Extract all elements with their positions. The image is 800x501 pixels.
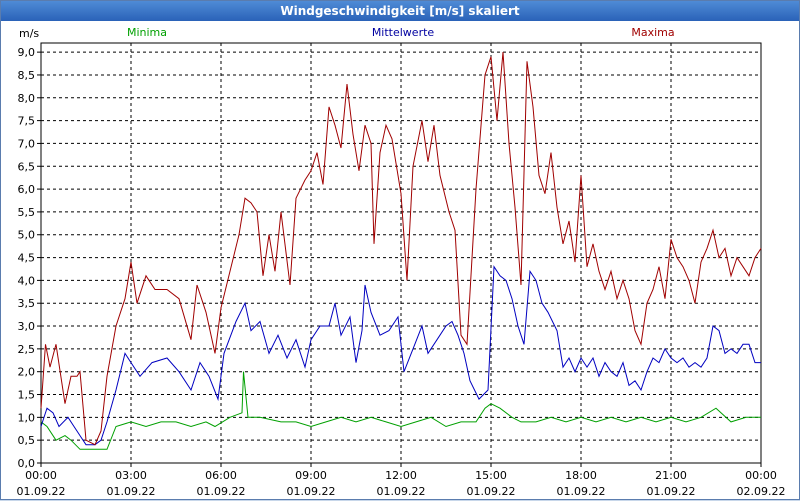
y-tick-label: 8,5	[18, 69, 36, 82]
x-tick-time: 00:00	[25, 469, 57, 482]
y-tick-label: 4,0	[18, 274, 36, 287]
series-minima-line	[40, 371, 761, 450]
y-tick-label: 9,0	[18, 46, 36, 59]
x-tick-date: 01.09.22	[17, 485, 66, 498]
y-tick-label: 5,5	[18, 206, 36, 219]
x-tick-date: 01.09.22	[647, 485, 696, 498]
legend-minima: Minima	[127, 26, 167, 39]
legend-mittelwerte: Mittelwerte	[372, 26, 435, 39]
x-tick-time: 00:00	[745, 469, 777, 482]
y-tick-label: 6,0	[18, 183, 36, 196]
y-tick-label: 3,5	[18, 297, 36, 310]
y-tick-label: 2,0	[18, 366, 36, 379]
x-tick-date: 01.09.22	[557, 485, 606, 498]
x-tick-date: 01.09.22	[377, 485, 426, 498]
y-tick-label: 3,0	[18, 320, 36, 333]
x-tick-date: 02.09.22	[737, 485, 786, 498]
x-tick-date: 01.09.22	[467, 485, 516, 498]
x-tick-time: 09:00	[295, 469, 327, 482]
series-mittelwerte-line	[40, 265, 761, 446]
y-tick-label: 1,0	[18, 411, 36, 424]
y-tick-label: 4,5	[18, 252, 36, 265]
y-tick-label: 8,0	[18, 92, 36, 105]
x-tick-date: 01.09.22	[197, 485, 246, 498]
y-axis-label: m/s	[19, 27, 39, 40]
y-tick-label: 2,5	[18, 343, 36, 356]
x-tick-time: 06:00	[205, 469, 237, 482]
y-tick-label: 7,0	[18, 137, 36, 150]
chart-title: Windgeschwindigkeit [m/s] skaliert	[1, 1, 799, 21]
y-tick-label: 5,0	[18, 229, 36, 242]
x-tick-time: 15:00	[475, 469, 507, 482]
series-maxima-line	[40, 52, 762, 446]
y-tick-label: 6,5	[18, 160, 36, 173]
x-tick-time: 21:00	[655, 469, 687, 482]
x-tick-time: 12:00	[385, 469, 417, 482]
x-tick-time: 03:00	[115, 469, 147, 482]
x-tick-time: 18:00	[565, 469, 597, 482]
y-tick-label: 7,5	[18, 115, 36, 128]
y-tick-label: 0,0	[18, 457, 36, 470]
y-tick-label: 0,5	[18, 434, 36, 447]
x-tick-date: 01.09.22	[107, 485, 156, 498]
x-tick-date: 01.09.22	[287, 485, 336, 498]
legend-maxima: Maxima	[631, 26, 674, 39]
y-tick-label: 1,5	[18, 389, 36, 402]
